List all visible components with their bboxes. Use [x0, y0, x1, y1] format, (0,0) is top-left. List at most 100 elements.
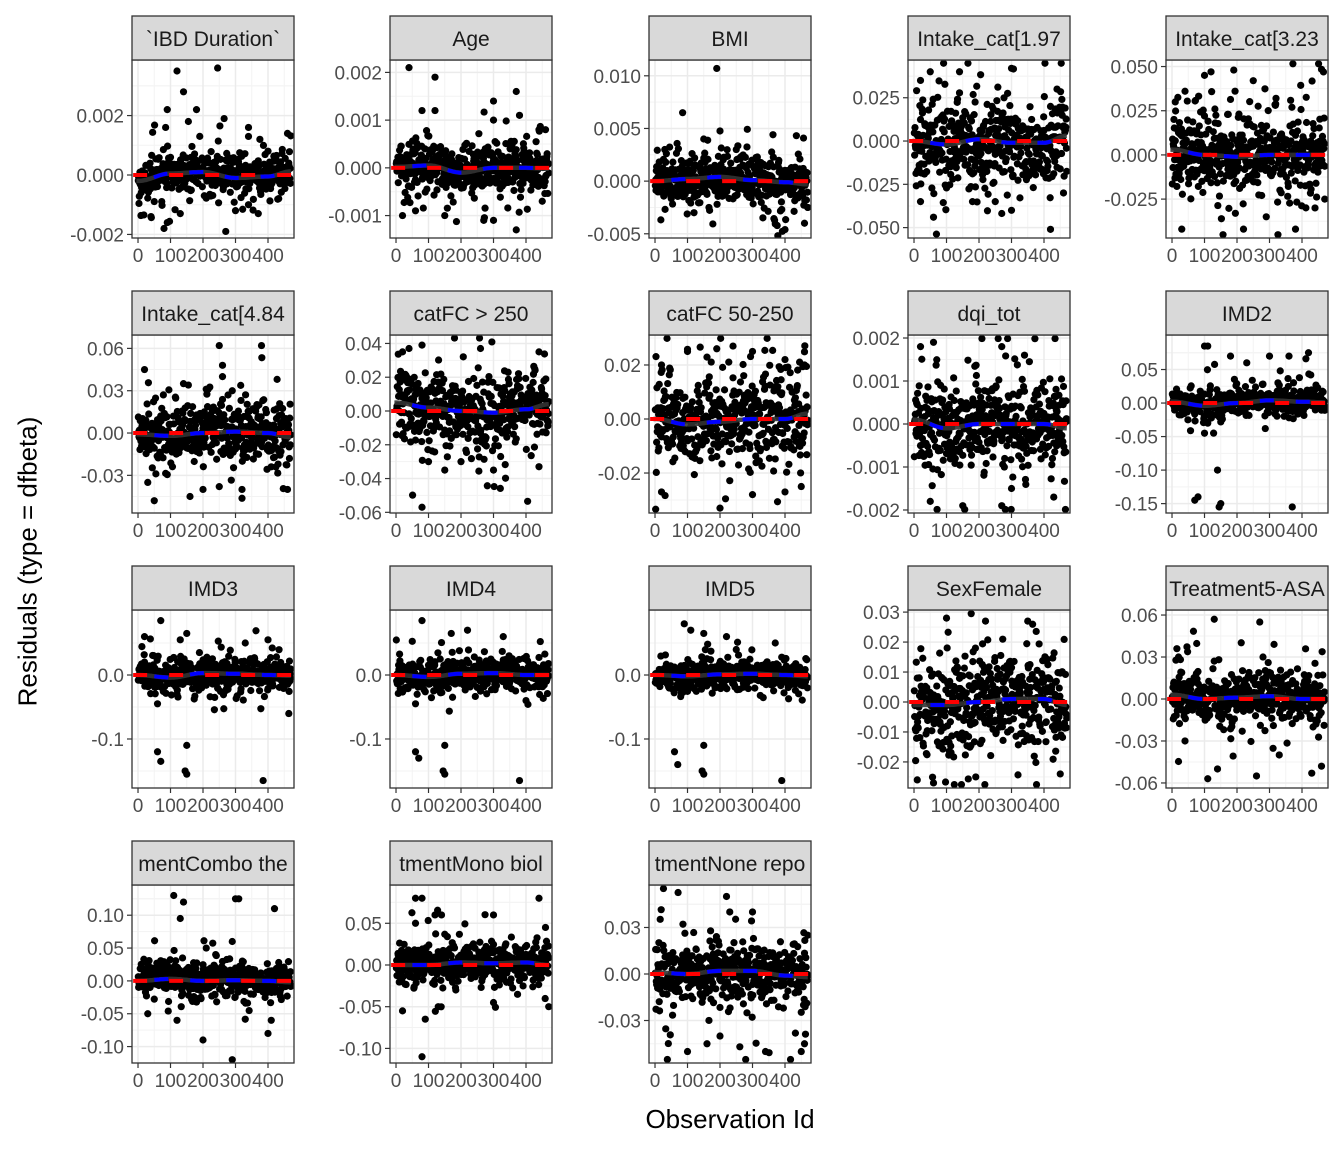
data-point — [1061, 104, 1069, 112]
y-tick-label: -0.002 — [70, 225, 124, 246]
data-point — [1210, 360, 1219, 368]
data-point — [701, 149, 709, 157]
data-point — [150, 444, 158, 452]
data-point — [408, 183, 416, 191]
outlier-point — [238, 485, 246, 494]
data-point — [536, 420, 544, 428]
x-tick-label: 0 — [391, 521, 402, 542]
outlier-point — [515, 111, 524, 119]
outlier-point — [800, 219, 809, 227]
data-point — [189, 403, 197, 411]
data-point — [1199, 188, 1207, 197]
y-tick-label: -0.03 — [81, 466, 124, 487]
data-point — [1182, 136, 1190, 144]
y-tick-label: 0.00 — [604, 410, 641, 431]
data-point — [190, 457, 198, 466]
data-point — [714, 434, 722, 442]
x-tick-label: 400 — [252, 246, 284, 267]
data-point — [1044, 162, 1052, 170]
data-point — [530, 443, 539, 451]
data-point — [1004, 89, 1012, 97]
data-point — [660, 387, 668, 395]
data-point — [392, 431, 400, 439]
data-point — [1200, 112, 1209, 120]
x-tick-label: 300 — [1254, 246, 1286, 267]
data-point — [207, 148, 215, 156]
data-point — [1254, 179, 1262, 187]
data-point — [1293, 198, 1301, 206]
data-point — [212, 439, 220, 447]
x-tick-label: 200 — [963, 246, 995, 267]
data-point — [791, 394, 800, 402]
data-point — [1022, 480, 1030, 489]
data-point — [795, 400, 803, 408]
data-point — [188, 142, 196, 151]
outlier-point — [218, 373, 227, 381]
data-point — [799, 134, 808, 142]
data-point — [233, 443, 241, 451]
data-point — [786, 369, 794, 377]
data-point — [400, 435, 409, 443]
data-point — [1004, 335, 1012, 343]
fit-dashed-line — [653, 411, 808, 427]
data-point — [954, 174, 962, 182]
data-point — [911, 151, 919, 159]
data-point — [778, 205, 786, 214]
data-point — [652, 353, 660, 361]
data-point — [973, 82, 981, 90]
data-point — [761, 346, 769, 354]
data-point — [1214, 119, 1222, 128]
facet-strip-label: catFC 50-250 — [666, 303, 793, 326]
data-point — [652, 468, 660, 477]
data-point — [713, 452, 721, 461]
data-point — [243, 400, 251, 408]
data-point — [150, 197, 158, 206]
data-point — [1040, 113, 1048, 121]
data-point — [926, 450, 934, 459]
data-point — [668, 440, 677, 448]
data-point — [695, 391, 703, 400]
data-point — [1215, 192, 1224, 200]
data-point — [485, 372, 493, 381]
data-point — [740, 372, 748, 380]
outlier-point — [184, 117, 192, 126]
outlier-point — [147, 213, 155, 221]
data-point — [972, 380, 980, 388]
data-point — [159, 454, 167, 462]
data-point — [992, 382, 1000, 391]
data-point — [798, 439, 807, 447]
data-point — [748, 382, 756, 390]
outlier-point — [489, 466, 498, 474]
outlier-point — [398, 373, 407, 381]
data-point — [1048, 454, 1057, 463]
data-point — [1183, 97, 1191, 105]
x-tick-label: 300 — [478, 521, 510, 542]
data-point — [419, 204, 427, 212]
outlier-point — [192, 106, 201, 114]
x-tick-label: 400 — [510, 521, 542, 542]
data-point — [1213, 156, 1221, 165]
data-layer — [1167, 342, 1328, 511]
data-point — [704, 155, 712, 163]
data-point — [423, 428, 431, 436]
data-point — [1246, 98, 1254, 106]
data-point — [671, 454, 679, 462]
data-point — [1060, 477, 1069, 485]
outlier-point — [244, 201, 253, 209]
data-point — [952, 387, 960, 395]
data-point — [488, 338, 496, 346]
y-tick-label: 0.02 — [604, 356, 641, 377]
outlier-point — [283, 129, 292, 137]
data-point — [998, 209, 1006, 218]
data-point — [206, 383, 214, 391]
y-tick-label: -0.001 — [328, 207, 382, 228]
y-tick-label: 0.002 — [334, 63, 382, 84]
data-point — [664, 379, 672, 388]
x-tick-label: 300 — [996, 521, 1028, 542]
outlier-point — [512, 226, 520, 234]
outlier-point — [179, 88, 188, 96]
data-point — [669, 158, 677, 166]
data-point — [939, 396, 947, 404]
data-point — [741, 153, 749, 161]
data-point — [207, 448, 215, 456]
